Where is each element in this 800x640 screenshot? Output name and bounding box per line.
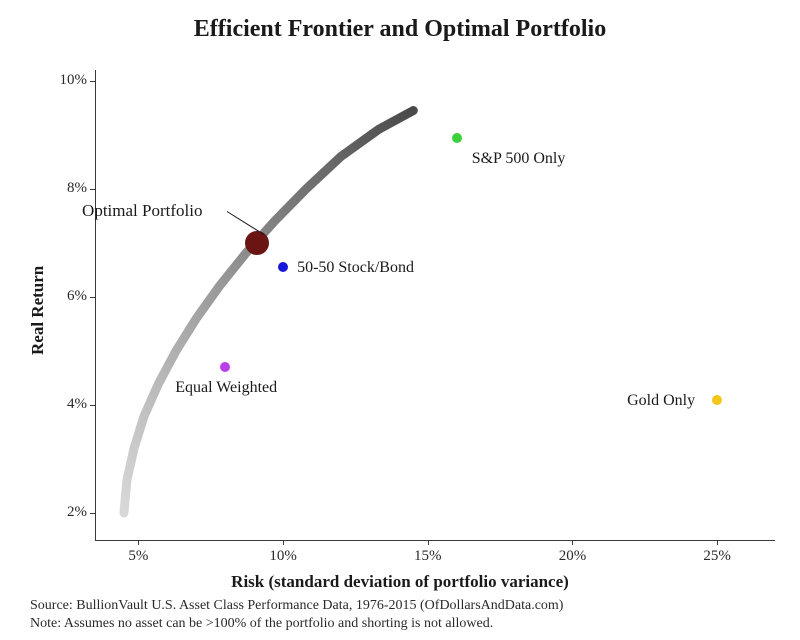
chart-title: Efficient Frontier and Optimal Portfolio [0,16,800,43]
x-tick-mark [572,540,573,545]
plot-area: 2%4%6%8%10%5%10%15%20%25%Optimal Portfol… [95,70,775,540]
footnote-source: Source: BullionVault U.S. Asset Class Pe… [30,598,563,614]
y-tick-label: 4% [37,396,87,413]
x-tick-mark [428,540,429,545]
y-tick-mark [90,189,95,190]
x-tick-mark [717,540,718,545]
x-tick-mark [283,540,284,545]
x-tick-label: 20% [547,548,597,565]
y-tick-label: 8% [37,180,87,197]
scatter-point-equal_weighted [220,362,230,372]
scatter-label-sp500: S&P 500 Only [472,150,566,168]
y-tick-mark [90,513,95,514]
x-tick-label: 10% [258,548,308,565]
y-tick-mark [90,81,95,82]
scatter-point-fifty_fifty [278,262,288,272]
y-axis-line [95,70,96,540]
optimal-portfolio-label: Optimal Portfolio [82,201,202,221]
y-axis-title: Real Return [28,266,48,355]
x-tick-mark [138,540,139,545]
scatter-label-fifty_fifty: 50-50 Stock/Bond [297,259,414,277]
optimal-portfolio-point [245,231,269,255]
efficient-frontier-curve [95,70,775,540]
x-axis-line [95,540,775,541]
y-tick-mark [90,297,95,298]
scatter-label-gold: Gold Only [627,392,695,410]
x-axis-title: Risk (standard deviation of portfolio va… [0,572,800,592]
footnote-note: Note: Assumes no asset can be >100% of t… [30,616,493,632]
scatter-point-sp500 [452,133,462,143]
scatter-label-equal_weighted: Equal Weighted [175,379,277,397]
scatter-point-gold [712,395,722,405]
y-tick-label: 2% [37,504,87,521]
y-tick-label: 10% [37,72,87,89]
x-tick-label: 5% [113,548,163,565]
x-tick-label: 15% [403,548,453,565]
y-tick-mark [90,405,95,406]
x-tick-label: 25% [692,548,742,565]
